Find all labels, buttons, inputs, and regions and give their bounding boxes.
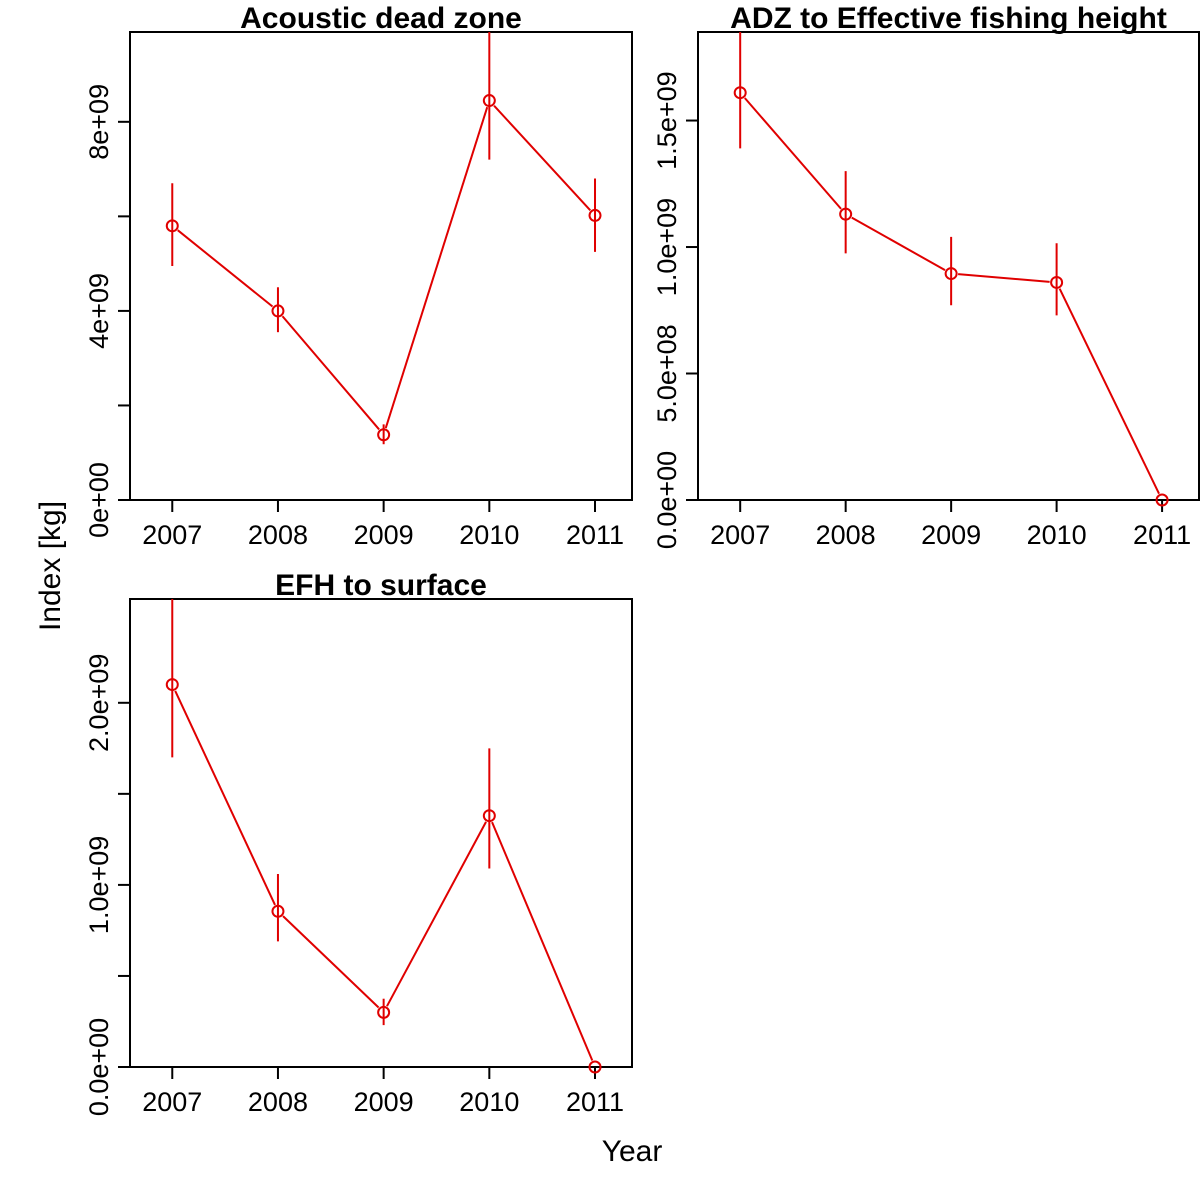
x-tick-label: 2011 bbox=[566, 520, 624, 550]
data-point bbox=[165, 678, 179, 692]
panel-title: EFH to surface bbox=[275, 569, 487, 602]
x-tick-label: 2009 bbox=[354, 520, 414, 550]
series-line-segment bbox=[493, 105, 592, 211]
panel-efh-to-surface: EFH to surface 2007 2008 2009 2010 2011 0.0e+0… bbox=[84, 569, 633, 1117]
panel-adz-to-efh: ADZ to Effective fishing height 2007 2008 2… bbox=[652, 2, 1200, 550]
series-line-segment bbox=[386, 821, 487, 1007]
y-tick-label: 0.0e+00 bbox=[84, 1018, 114, 1116]
series-line-segment bbox=[851, 216, 946, 272]
series-line-segment bbox=[958, 273, 1050, 283]
x-tick-label: 2007 bbox=[142, 1087, 202, 1117]
y-tick-label: 0e+00 bbox=[84, 462, 114, 538]
data-point bbox=[839, 207, 853, 221]
x-tick-label: 2009 bbox=[354, 1087, 414, 1117]
series-line-segment bbox=[174, 690, 276, 906]
data-point bbox=[733, 86, 747, 100]
y-tick-label: 1.0e+09 bbox=[652, 198, 682, 296]
panel-acoustic-dead-zone: Acoustic dead zone 2007 2008 2009 2010 2011 0e… bbox=[84, 2, 633, 550]
data-point bbox=[377, 428, 391, 442]
x-tick-label: 2010 bbox=[459, 1087, 519, 1117]
data-point bbox=[588, 208, 602, 222]
series-line-segment bbox=[744, 97, 842, 210]
x-axis-label: Year bbox=[602, 1135, 663, 1168]
data-point bbox=[377, 1005, 391, 1019]
x-tick-label: 2010 bbox=[459, 520, 519, 550]
data-point bbox=[271, 904, 285, 918]
panel-title: ADZ to Effective fishing height bbox=[730, 2, 1167, 35]
plot-frame bbox=[697, 31, 1200, 501]
data-point bbox=[1050, 275, 1064, 289]
x-tick-label: 2011 bbox=[1133, 520, 1191, 550]
y-tick-label: 5.0e+08 bbox=[652, 324, 682, 422]
data-point bbox=[482, 809, 496, 823]
y-tick-label: 0.0e+00 bbox=[652, 451, 682, 549]
series-line-segment bbox=[282, 915, 380, 1009]
y-axis-label: Index [kg] bbox=[34, 501, 67, 631]
series-line-segment bbox=[281, 315, 380, 431]
data-point bbox=[271, 304, 285, 318]
x-tick-label: 2008 bbox=[816, 520, 876, 550]
plot-frame bbox=[129, 598, 633, 1068]
data-point bbox=[944, 267, 958, 281]
series-line-segment bbox=[1058, 288, 1160, 495]
series-line-segment bbox=[177, 229, 274, 308]
x-tick-label: 2011 bbox=[566, 1087, 624, 1117]
data-point bbox=[165, 219, 179, 233]
data-point bbox=[588, 1060, 602, 1074]
x-tick-label: 2007 bbox=[142, 520, 202, 550]
x-tick-label: 2009 bbox=[921, 520, 981, 550]
y-tick-label: 1.5e+09 bbox=[652, 71, 682, 169]
data-point bbox=[482, 94, 496, 108]
y-tick-label: 4e+09 bbox=[84, 273, 114, 349]
series-line-segment bbox=[384, 106, 489, 429]
plot-frame bbox=[129, 31, 633, 501]
x-tick-label: 2010 bbox=[1027, 520, 1087, 550]
panel-title: Acoustic dead zone bbox=[240, 2, 522, 35]
x-tick-label: 2008 bbox=[248, 520, 308, 550]
x-tick-label: 2008 bbox=[248, 1087, 308, 1117]
y-tick-label: 8e+09 bbox=[84, 84, 114, 160]
y-tick-label: 1.0e+09 bbox=[84, 836, 114, 934]
data-point bbox=[1155, 493, 1169, 507]
x-tick-label: 2007 bbox=[710, 520, 770, 550]
series-line-segment bbox=[491, 821, 594, 1061]
y-tick-label: 2.0e+09 bbox=[84, 654, 114, 752]
